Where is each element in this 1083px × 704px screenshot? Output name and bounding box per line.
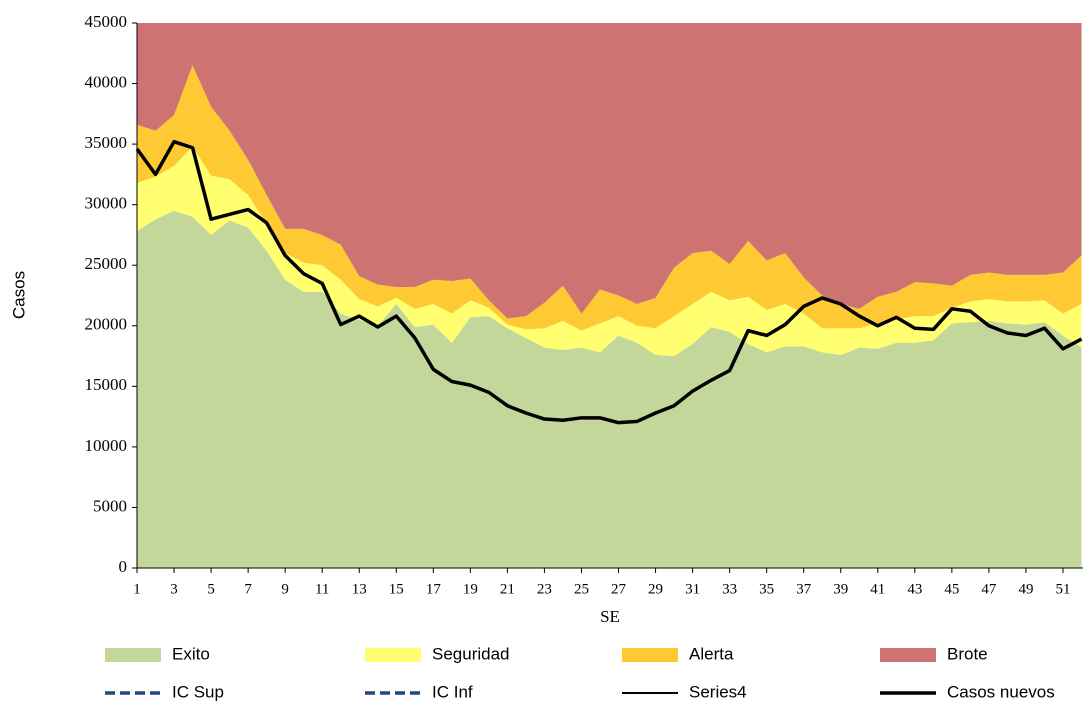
x-tick-label: 25	[574, 581, 589, 597]
x-tick-label: 9	[281, 581, 289, 597]
y-tick-label: 20000	[85, 315, 128, 334]
x-tick-label: 17	[426, 581, 442, 597]
x-tick-label: 23	[537, 581, 552, 597]
x-tick-label: 15	[389, 581, 404, 597]
x-tick-label: 41	[870, 581, 885, 597]
line	[135, 139, 1083, 425]
area	[137, 23, 1082, 319]
x-tick-label: 51	[1055, 581, 1070, 597]
x-tick-label: 13	[352, 581, 367, 597]
x-tick-label: 43	[907, 581, 922, 597]
x-axis-label: SE	[600, 607, 620, 626]
x-tick-label: 35	[759, 581, 774, 597]
y-tick-label: 25000	[85, 254, 128, 273]
legend-label: Seguridad	[432, 644, 510, 663]
y-tick-label: 35000	[85, 133, 128, 152]
legend-label: IC Sup	[172, 682, 224, 701]
y-tick-label: 0	[119, 557, 128, 576]
y-tick-label: 5000	[93, 496, 127, 515]
legend-swatch	[880, 648, 936, 662]
x-tick-label: 21	[500, 581, 515, 597]
x-tick-label: 45	[944, 581, 959, 597]
x-tick-label: 33	[722, 581, 737, 597]
y-tick-label: 30000	[85, 194, 128, 213]
legend-swatch	[622, 648, 678, 662]
legend-label: Casos nuevos	[947, 682, 1055, 701]
x-tick-label: 3	[170, 581, 178, 597]
y-tick-label: 15000	[85, 375, 128, 394]
x-tick-label: 1	[133, 581, 141, 597]
legend-label: Brote	[947, 644, 988, 663]
x-tick-label: 39	[833, 581, 848, 597]
legend-label: Exito	[172, 644, 210, 663]
x-tick-label: 29	[648, 581, 663, 597]
x-tick-label: 37	[796, 581, 812, 597]
x-tick-label: 49	[1018, 581, 1033, 597]
y-tick-label: 40000	[85, 72, 128, 91]
legend-label: Series4	[689, 682, 747, 701]
y-tick-label: 10000	[85, 436, 128, 455]
x-tick-label: 27	[611, 581, 627, 597]
x-tick-label: 31	[685, 581, 700, 597]
legend-label: IC Inf	[432, 682, 473, 701]
legend-label: Alerta	[689, 644, 734, 663]
y-axis-label: Casos	[9, 271, 28, 319]
x-tick-label: 11	[315, 581, 329, 597]
area	[137, 210, 1082, 568]
y-tick-label: 45000	[85, 12, 128, 31]
x-tick-label: 5	[207, 581, 215, 597]
legend-swatch	[365, 648, 421, 662]
x-tick-label: 19	[463, 581, 478, 597]
legend-swatch	[105, 648, 161, 662]
x-tick-label: 47	[981, 581, 997, 597]
x-tick-label: 7	[244, 581, 252, 597]
